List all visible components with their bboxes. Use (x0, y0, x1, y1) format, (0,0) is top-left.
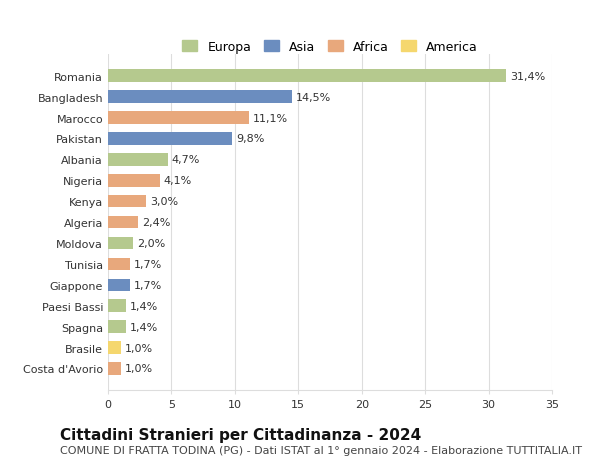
Bar (108, 321, 126, 333)
Text: 1,7%: 1,7% (133, 259, 161, 269)
Bar (108, 174, 160, 187)
Bar (108, 70, 506, 83)
Text: 3,0%: 3,0% (150, 197, 178, 207)
Bar (108, 196, 146, 208)
Text: 14,5%: 14,5% (296, 92, 331, 102)
Text: 11,1%: 11,1% (253, 113, 288, 123)
Text: 1,7%: 1,7% (133, 280, 161, 290)
Text: 4,7%: 4,7% (172, 155, 200, 165)
Text: 9,8%: 9,8% (236, 134, 265, 144)
Bar (108, 91, 292, 104)
Bar (108, 237, 133, 250)
Text: 1,4%: 1,4% (130, 301, 158, 311)
Text: 1,0%: 1,0% (124, 364, 152, 374)
Bar (108, 133, 232, 146)
Bar (108, 300, 126, 312)
Text: 4,1%: 4,1% (164, 176, 192, 186)
Bar (108, 363, 121, 375)
Text: 1,0%: 1,0% (124, 343, 152, 353)
Bar (108, 112, 249, 124)
Text: 1,4%: 1,4% (130, 322, 158, 332)
Text: 31,4%: 31,4% (510, 72, 545, 82)
Text: 2,0%: 2,0% (137, 239, 166, 248)
Text: COMUNE DI FRATTA TODINA (PG) - Dati ISTAT al 1° gennaio 2024 - Elaborazione TUTT: COMUNE DI FRATTA TODINA (PG) - Dati ISTA… (60, 445, 582, 455)
Bar (108, 154, 167, 166)
Bar (108, 341, 121, 354)
Text: Cittadini Stranieri per Cittadinanza - 2024: Cittadini Stranieri per Cittadinanza - 2… (60, 427, 421, 442)
Legend: Europa, Asia, Africa, America: Europa, Asia, Africa, America (176, 34, 484, 60)
Bar (108, 279, 130, 291)
Bar (108, 216, 139, 229)
Bar (108, 258, 130, 271)
Text: 2,4%: 2,4% (142, 218, 170, 228)
